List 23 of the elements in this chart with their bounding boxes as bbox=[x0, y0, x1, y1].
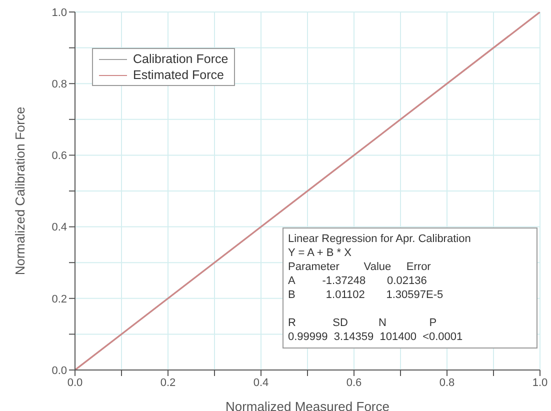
annotation: 0.99999 3.14359 101400 <0.0001 bbox=[288, 331, 463, 343]
annotation: B 1.01102 1.30597E-5 bbox=[288, 289, 444, 301]
annotation: Y = A + B * X bbox=[288, 247, 352, 259]
x-tick-label: 1.0 bbox=[532, 376, 548, 389]
annotation: R SD N P bbox=[288, 317, 437, 329]
x-tick-label: 0.2 bbox=[160, 376, 176, 389]
x-tick-label: 0.4 bbox=[253, 376, 269, 389]
x-tick-label: 0.8 bbox=[439, 376, 455, 389]
x-tick-label: 0.0 bbox=[67, 376, 83, 389]
annotation: Parameter Value Error bbox=[288, 261, 432, 273]
y-tick-label: 0.2 bbox=[52, 293, 67, 306]
x-tick-label: 0.6 bbox=[346, 376, 362, 389]
annotation: A -1.37248 0.02136 bbox=[288, 275, 427, 287]
legend-label: Estimated Force bbox=[133, 67, 224, 83]
annotation: Linear Regression for Apr. Calibration bbox=[288, 233, 471, 245]
y-tick-label: 0.6 bbox=[52, 150, 67, 162]
legend-label: Calibration Force bbox=[133, 51, 228, 67]
y-axis-title: Normalized Calibration Force bbox=[12, 106, 28, 276]
y-tick-label: 0.4 bbox=[52, 222, 67, 234]
x-axis-title: Normalized Measured Force bbox=[225, 399, 390, 411]
y-tick-label: 0.0 bbox=[52, 364, 67, 377]
y-tick-label: 0.8 bbox=[52, 78, 67, 91]
y-tick-label: 1.0 bbox=[52, 6, 67, 19]
